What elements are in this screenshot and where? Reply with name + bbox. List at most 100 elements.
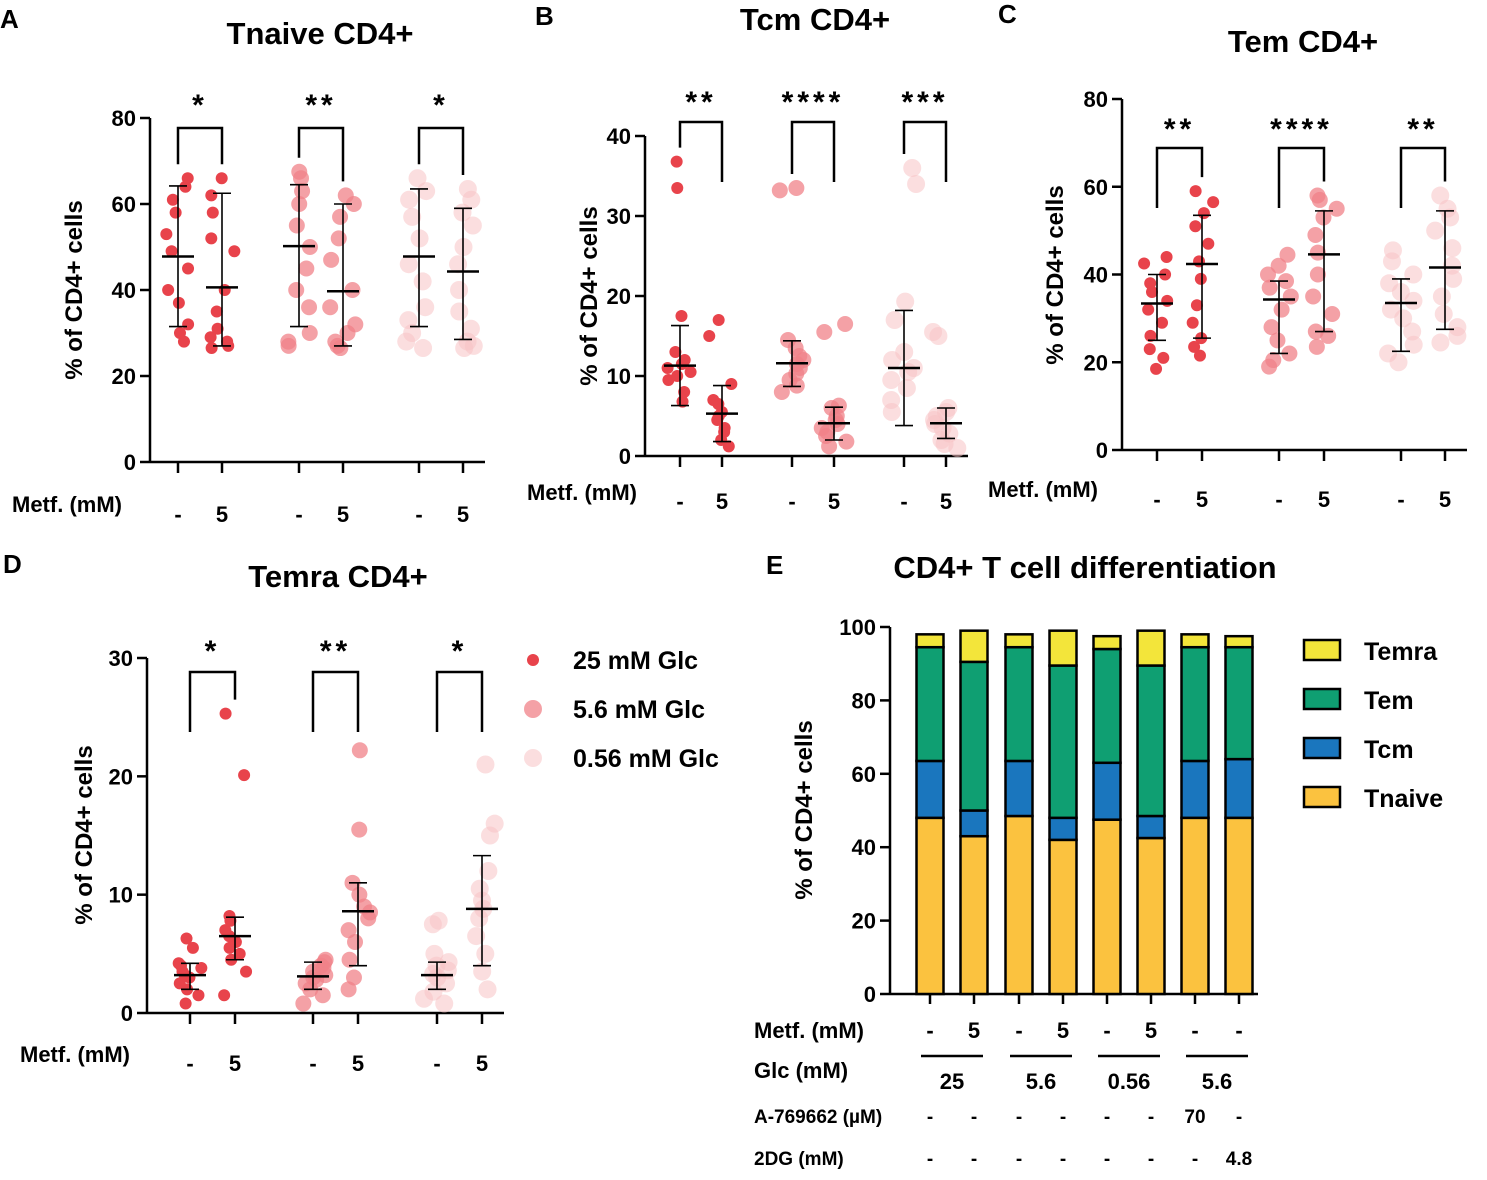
bar-segment-temra [1092,634,1122,651]
significance-bracket [176,126,224,165]
data-point [1448,318,1467,337]
data-point [439,953,458,972]
data-point [1269,332,1286,349]
bar-segment-temra [1048,629,1078,667]
data-point [219,707,232,720]
data-group [1426,186,1467,352]
data-point [1379,344,1398,363]
data-point [837,316,854,332]
bar-segment-tnaive [1092,818,1122,996]
data-point [314,987,331,1004]
data-point [240,965,253,978]
data-point [1193,255,1206,268]
x-tick-label: - [295,502,302,527]
data-point [1202,237,1215,250]
panel-c-tem-scatter: C Tem CD4+ % of CD4+ cells 0 20 40 60 80 Metf. (… [988,0,1467,512]
bar-segment-temra [1004,633,1034,649]
data-point [165,245,178,258]
data-point [1324,305,1341,322]
data-point [1328,200,1345,217]
data-group [322,187,364,357]
legend-label: Tem [1364,687,1414,715]
y-tick-label: 0 [619,444,631,469]
data-point [210,305,223,318]
data-point [298,260,315,277]
data-point [707,394,720,406]
data-point [317,951,334,968]
data-point [340,922,357,939]
row-value: 5 [968,1018,980,1043]
data-point [1444,269,1463,288]
significance-bracket [1277,146,1326,208]
data-point [347,316,364,333]
data-point [461,319,480,338]
significance-stars: * [205,635,221,668]
panel-b-tcm-scatter: B Tcm CD4+ % of CD4+ cells 0 10 20 30 40 Metf. (… [527,1,968,514]
significance-bracket [417,126,465,175]
data-point [351,886,368,903]
data-point [1443,256,1462,275]
data-point [330,230,347,247]
row-value: - [1016,1107,1022,1128]
data-point [294,183,311,200]
significance-stars: ** [320,635,351,668]
legend-label: 0.56 mM Glc [573,745,719,773]
data-point [351,742,368,759]
row-value: - [1236,1107,1242,1128]
x-tick-label: - [676,489,683,514]
row-label: Metf. (mM) [754,1018,864,1043]
data-point [1273,301,1290,318]
x-tick-label: - [415,502,422,527]
data-point [399,255,418,274]
data-group [340,742,379,998]
y-tick-label: 20 [1084,350,1108,375]
data-point [1282,288,1299,305]
bar-segment-tem [915,645,945,763]
data-point [295,995,312,1012]
bar-segment-tem [1048,664,1078,820]
data-point [425,944,444,963]
data-point [675,310,688,322]
panel-label: A [0,4,19,34]
chart-title: Tcm CD4+ [740,2,890,37]
bar-segment-tcm [1092,761,1122,821]
y-tick-label: 40 [1084,263,1108,288]
data-group [703,314,738,453]
y-tick-label: 0 [864,982,876,1007]
data-point [218,989,231,1002]
x-tick-label: 5 [229,1051,241,1076]
data-point [897,379,916,397]
data-point [223,909,236,922]
glc-group-label: 5.6 [1202,1069,1233,1094]
data-point [1309,266,1326,283]
data-point [417,182,436,201]
x-tick-label: - [309,1051,316,1076]
data-point [288,217,305,234]
row-value: 5 [1145,1018,1157,1043]
data-point [903,159,922,177]
legend-label: Temra [1364,638,1438,666]
x-tick-label: 5 [1318,487,1330,512]
data-point [1403,322,1422,341]
glucose-legend: 25 mM Glc 5.6 mM Glc 0.56 mM Glc [524,647,719,773]
y-axis-label: % of CD4+ cells [71,745,98,924]
data-point [1207,196,1220,209]
significance-stars: ** [1164,113,1195,146]
panel-label: B [535,1,554,31]
data-group [204,172,241,355]
data-point [218,284,231,296]
significance-bracket [188,670,237,732]
data-point [215,172,228,185]
significance-stars: *** [901,86,948,119]
data-point [186,941,199,954]
data-point [332,208,349,225]
glc-group-label: 0.56 [1108,1069,1151,1094]
x-tick-label: 5 [337,502,349,527]
bar-segment-tnaive [1224,816,1254,996]
data-group [924,323,967,457]
data-point [670,155,683,168]
data-point [1143,343,1156,356]
y-tick-label: 10 [607,364,631,389]
data-point [301,299,318,316]
y-tick-label: 60 [852,762,876,787]
